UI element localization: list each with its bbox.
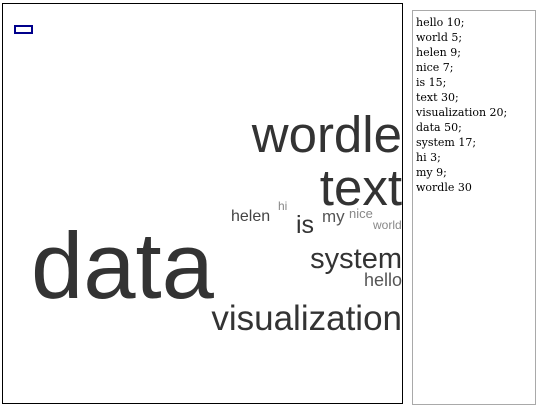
word-world: world (372, 218, 402, 232)
word-is: is (296, 211, 314, 239)
word-system: system (310, 243, 402, 275)
word-cloud: wordle text helen hi is my nice world da… (31, 106, 402, 338)
word-cloud-canvas: wordle text helen hi is my nice world da… (2, 3, 403, 404)
word-data: data (31, 213, 215, 318)
word-my: my (322, 207, 345, 226)
word-frequency-textarea[interactable]: hello 10; world 5; helen 9; nice 7; is 1… (412, 10, 536, 405)
word-hi: hi (278, 199, 287, 213)
highlight-rectangle (14, 25, 33, 34)
word-text: text (320, 159, 402, 216)
word-visualization: visualization (211, 299, 402, 338)
word-helen: helen (231, 208, 270, 225)
word-nice: nice (349, 206, 373, 221)
word-wordle: wordle (251, 106, 402, 163)
word-hello: hello (364, 270, 402, 290)
